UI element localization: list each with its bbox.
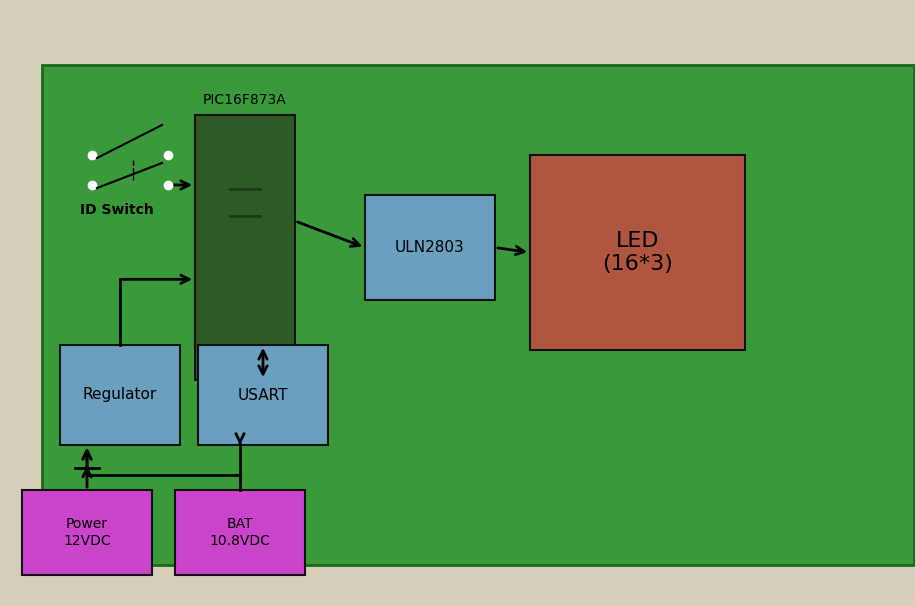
Bar [60, 345, 180, 445]
Bar [175, 490, 305, 575]
Text: LED
(16*3): LED (16*3) [602, 231, 673, 274]
Text: ULN2803: ULN2803 [395, 240, 465, 255]
Bar [530, 155, 745, 350]
Text: USART: USART [238, 387, 288, 402]
Bar [42, 65, 914, 565]
Text: Power
12VDC: Power 12VDC [63, 518, 111, 548]
Text: PIC16F873A: PIC16F873A [203, 93, 287, 107]
Bar [198, 345, 328, 445]
Text: ID Switch: ID Switch [80, 203, 154, 217]
Text: Regulator: Regulator [83, 387, 157, 402]
Bar [22, 490, 152, 575]
Text: BAT
10.8VDC: BAT 10.8VDC [210, 518, 271, 548]
Bar [365, 195, 495, 300]
Bar [195, 115, 295, 380]
